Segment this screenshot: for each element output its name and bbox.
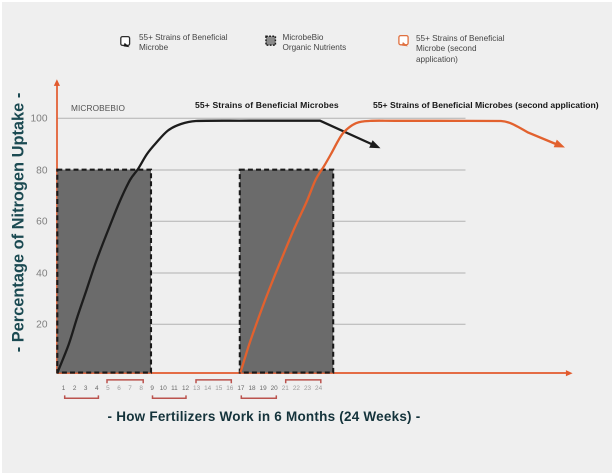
svg-text:40: 40 xyxy=(36,268,48,279)
svg-text:100: 100 xyxy=(31,114,48,125)
svg-text:20: 20 xyxy=(36,320,48,331)
svg-text:60: 60 xyxy=(36,217,48,228)
svg-text:80: 80 xyxy=(36,165,48,176)
